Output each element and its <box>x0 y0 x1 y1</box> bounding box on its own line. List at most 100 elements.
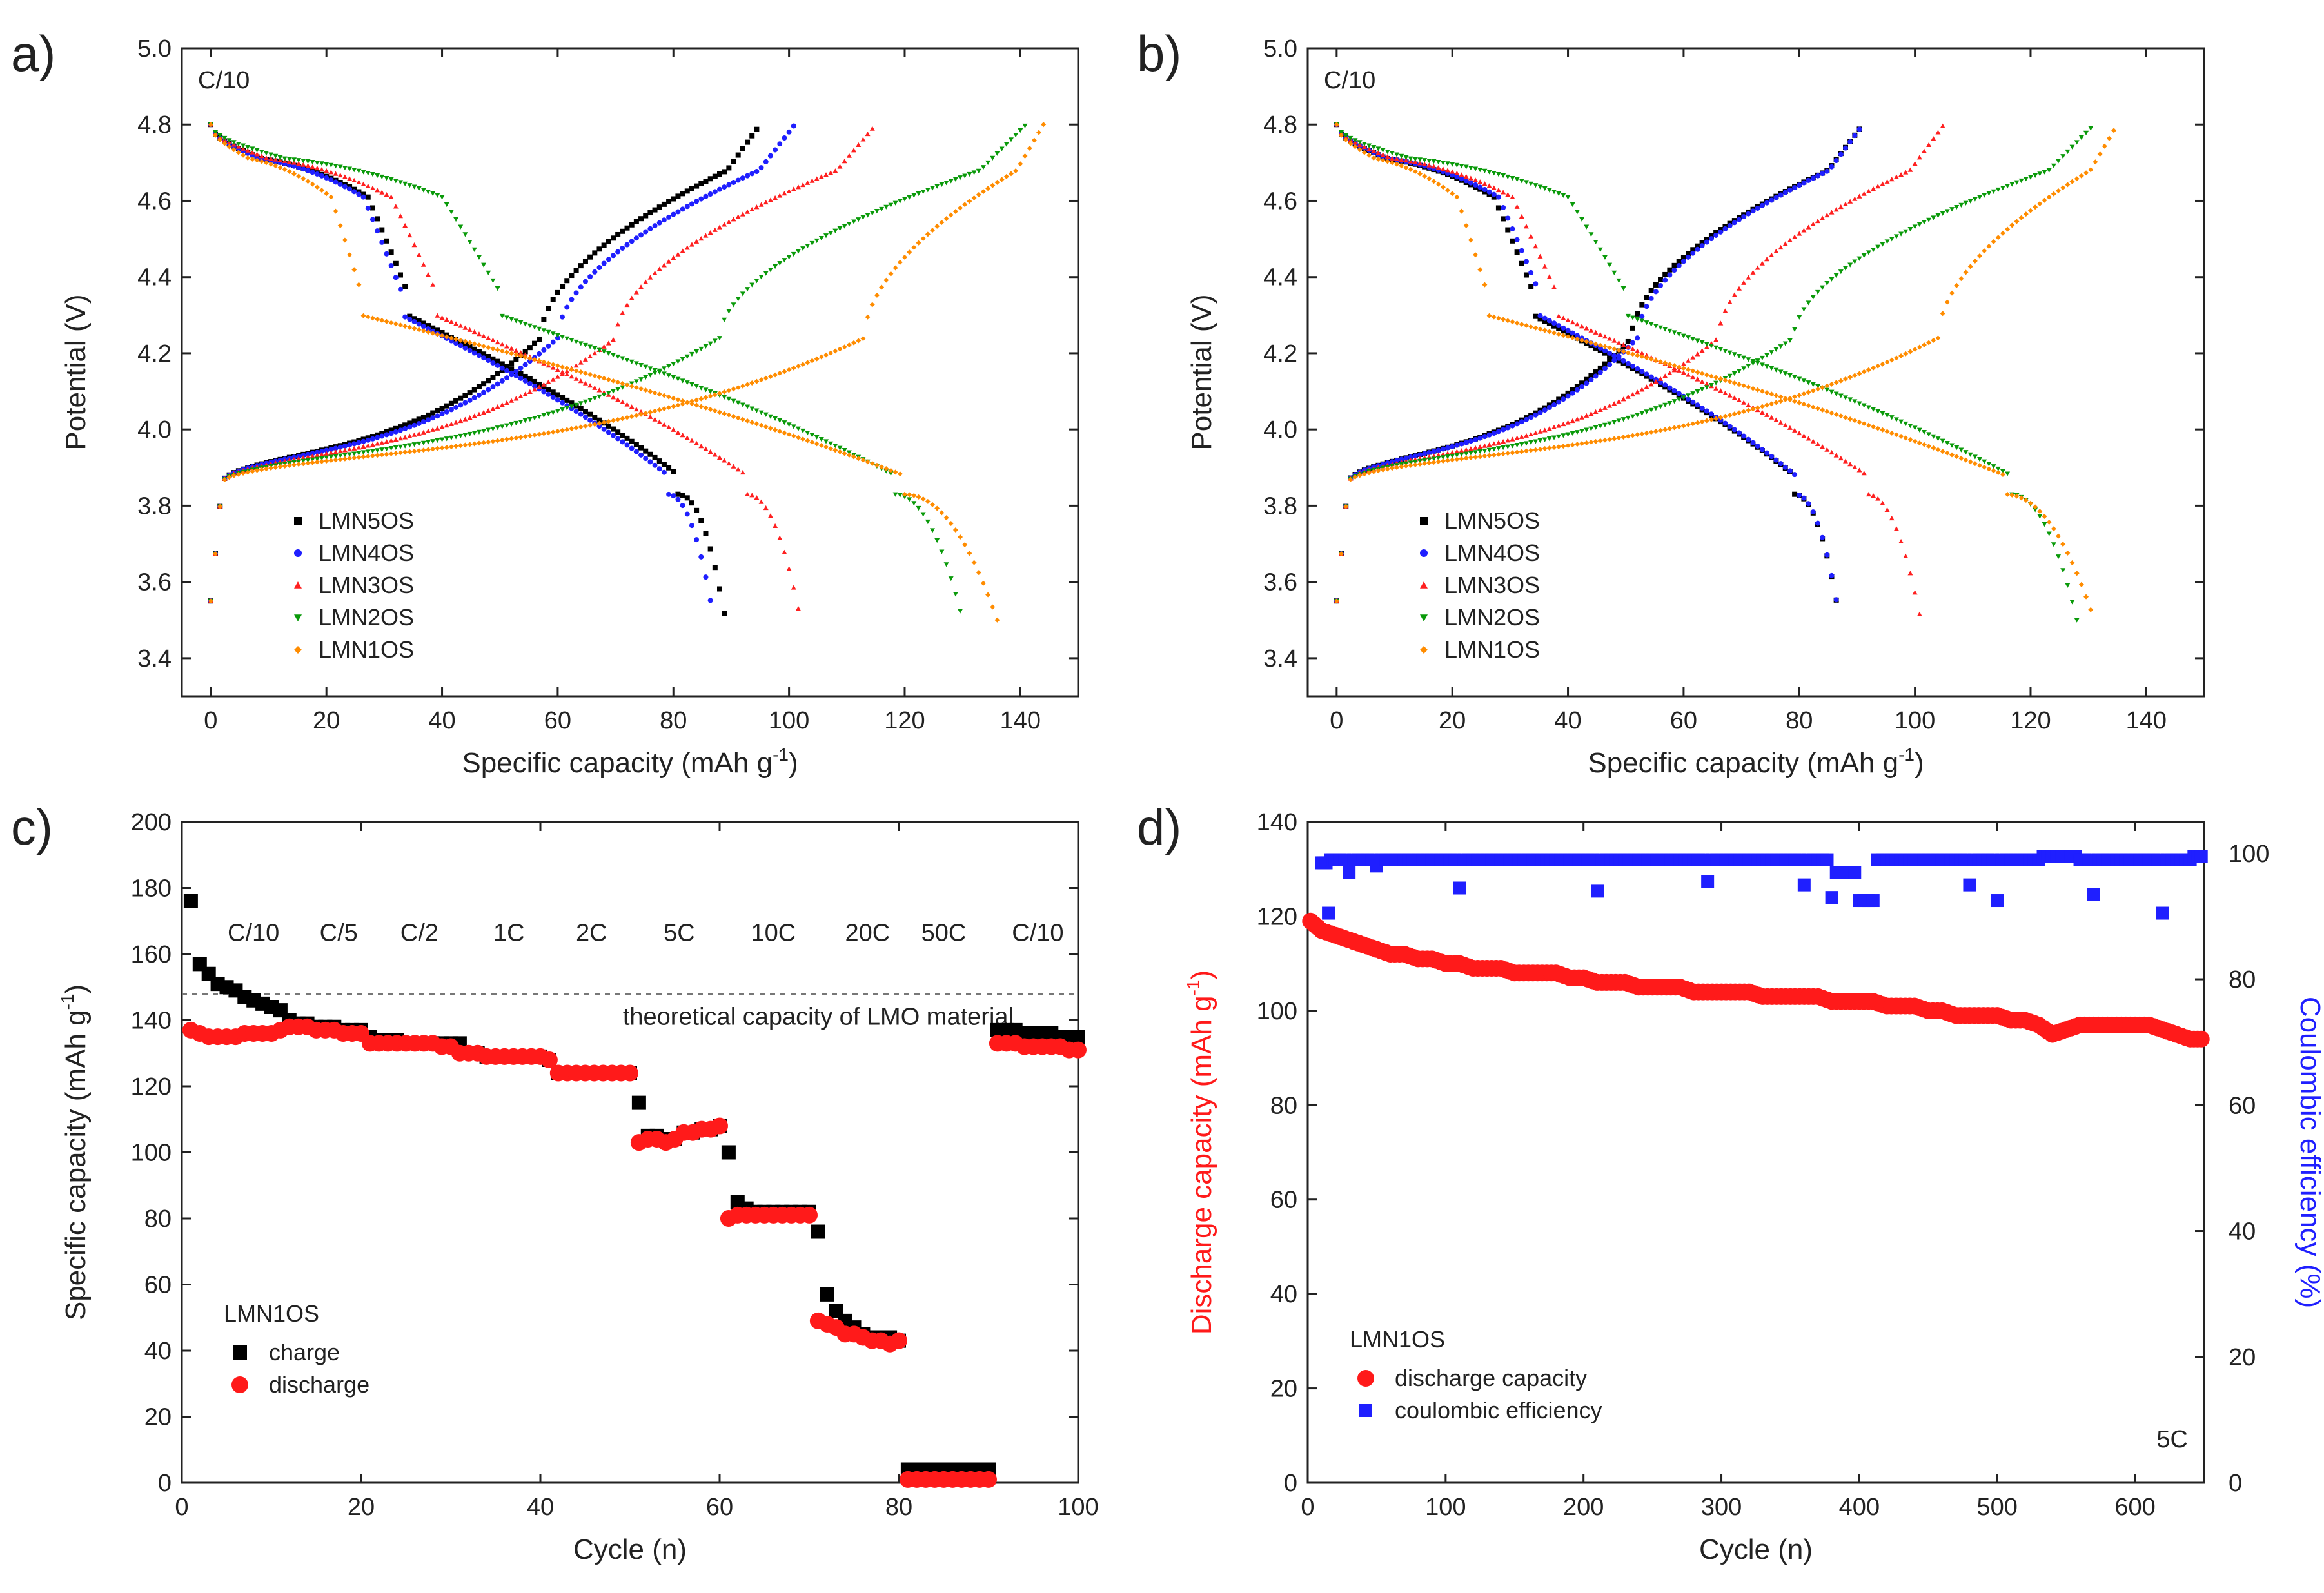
charge-point <box>675 359 681 364</box>
charge-point <box>943 181 949 186</box>
discharge-point <box>758 422 764 428</box>
discharge-point <box>1972 461 1978 467</box>
charge-point <box>351 445 357 451</box>
discharge-point <box>1676 391 1682 396</box>
charge-point <box>758 377 764 383</box>
discharge-point <box>1810 382 1816 387</box>
charge-point <box>504 375 509 381</box>
charge-point <box>1435 459 1441 465</box>
discharge-point <box>310 170 315 175</box>
discharge-point <box>1616 347 1622 353</box>
charge-point <box>550 410 556 415</box>
charge-point <box>444 403 449 409</box>
discharge-point <box>1690 368 1696 374</box>
discharge-point <box>235 150 241 155</box>
charge-point <box>1847 375 1853 380</box>
discharge-point <box>754 495 760 500</box>
discharge-point <box>476 349 482 355</box>
charge-point <box>1546 426 1552 431</box>
discharge-point <box>541 328 547 333</box>
charge-point <box>481 409 487 415</box>
discharge-point <box>1431 164 1437 169</box>
discharge-point <box>1880 500 1886 505</box>
discharge-point <box>375 228 380 234</box>
charge-point <box>717 186 722 192</box>
charge-point <box>235 471 241 477</box>
charge-point <box>1972 258 1978 264</box>
discharge-point <box>1348 135 1354 141</box>
discharge-point <box>633 449 639 454</box>
charge-point <box>1574 384 1580 389</box>
discharge-point <box>277 155 283 161</box>
charge-point <box>874 209 880 214</box>
discharge-point <box>707 546 713 552</box>
charge-point <box>939 219 945 225</box>
discharge-point <box>1741 400 1747 405</box>
charge-point <box>1931 136 1936 141</box>
charge-point <box>726 182 732 188</box>
x-tick-label: 60 <box>544 707 571 734</box>
charge-point <box>1486 432 1492 438</box>
discharge-point <box>943 515 949 521</box>
x-tick-label: 20 <box>348 1494 375 1521</box>
discharge-point <box>1722 390 1728 395</box>
discharge-point <box>712 565 718 571</box>
series-LMN3OS <box>208 122 875 611</box>
discharge-point <box>791 433 796 439</box>
discharge-point <box>1426 159 1432 164</box>
charge-point <box>948 179 954 184</box>
discharge-point <box>1815 441 1820 446</box>
discharge-point <box>1565 317 1571 322</box>
discharge-point <box>1593 239 1599 245</box>
charge-point <box>481 389 487 395</box>
discharge-point <box>1561 315 1566 320</box>
charge-point <box>388 445 394 451</box>
charge-point <box>1769 197 1775 203</box>
discharge-point <box>1501 190 1506 195</box>
series-LMN4OS <box>208 122 796 604</box>
discharge-point <box>2018 495 2024 501</box>
discharge-point <box>486 354 491 360</box>
charge-point <box>1579 441 1585 447</box>
charge-point <box>666 364 672 369</box>
charge-point <box>856 338 862 344</box>
charge-point <box>1861 369 1867 375</box>
discharge-point <box>1422 173 1428 179</box>
charge-point <box>1731 371 1737 376</box>
charge-point <box>952 177 958 182</box>
charge-point <box>1394 465 1400 471</box>
discharge-point <box>1769 366 1775 371</box>
discharge-point <box>1607 336 1613 341</box>
discharge-point <box>1514 177 1520 182</box>
discharge-point <box>1782 464 1788 470</box>
discharge-point <box>296 164 302 170</box>
discharge-point <box>1954 454 1960 460</box>
discharge-point <box>1690 399 1696 405</box>
data-point <box>2156 906 2169 920</box>
y2-axis-title: Coulombic efficiency (%) <box>2294 997 2324 1308</box>
discharge-point <box>319 161 325 166</box>
charge-point <box>1528 431 1534 436</box>
y-tick-label: 100 <box>131 1140 172 1167</box>
charge-point <box>1537 438 1543 444</box>
charge-point <box>1008 171 1014 177</box>
charge-point <box>546 430 551 436</box>
discharge-point <box>1718 417 1724 423</box>
discharge-point <box>324 191 330 197</box>
discharge-point <box>767 414 773 419</box>
charge-point <box>527 389 533 394</box>
x-axis-title: Cycle (n) <box>573 1534 687 1565</box>
charge-point <box>486 387 491 393</box>
data-point <box>811 1224 825 1239</box>
discharge-point <box>698 404 704 409</box>
charge-point <box>967 171 972 177</box>
charge-point <box>314 459 320 465</box>
discharge-point <box>310 160 315 165</box>
charge-point <box>1588 373 1594 378</box>
discharge-point <box>1505 318 1511 324</box>
charge-point <box>347 452 353 457</box>
charge-point <box>638 284 644 289</box>
discharge-point <box>1463 178 1469 184</box>
charge-point <box>513 396 519 401</box>
discharge-point <box>426 190 431 195</box>
